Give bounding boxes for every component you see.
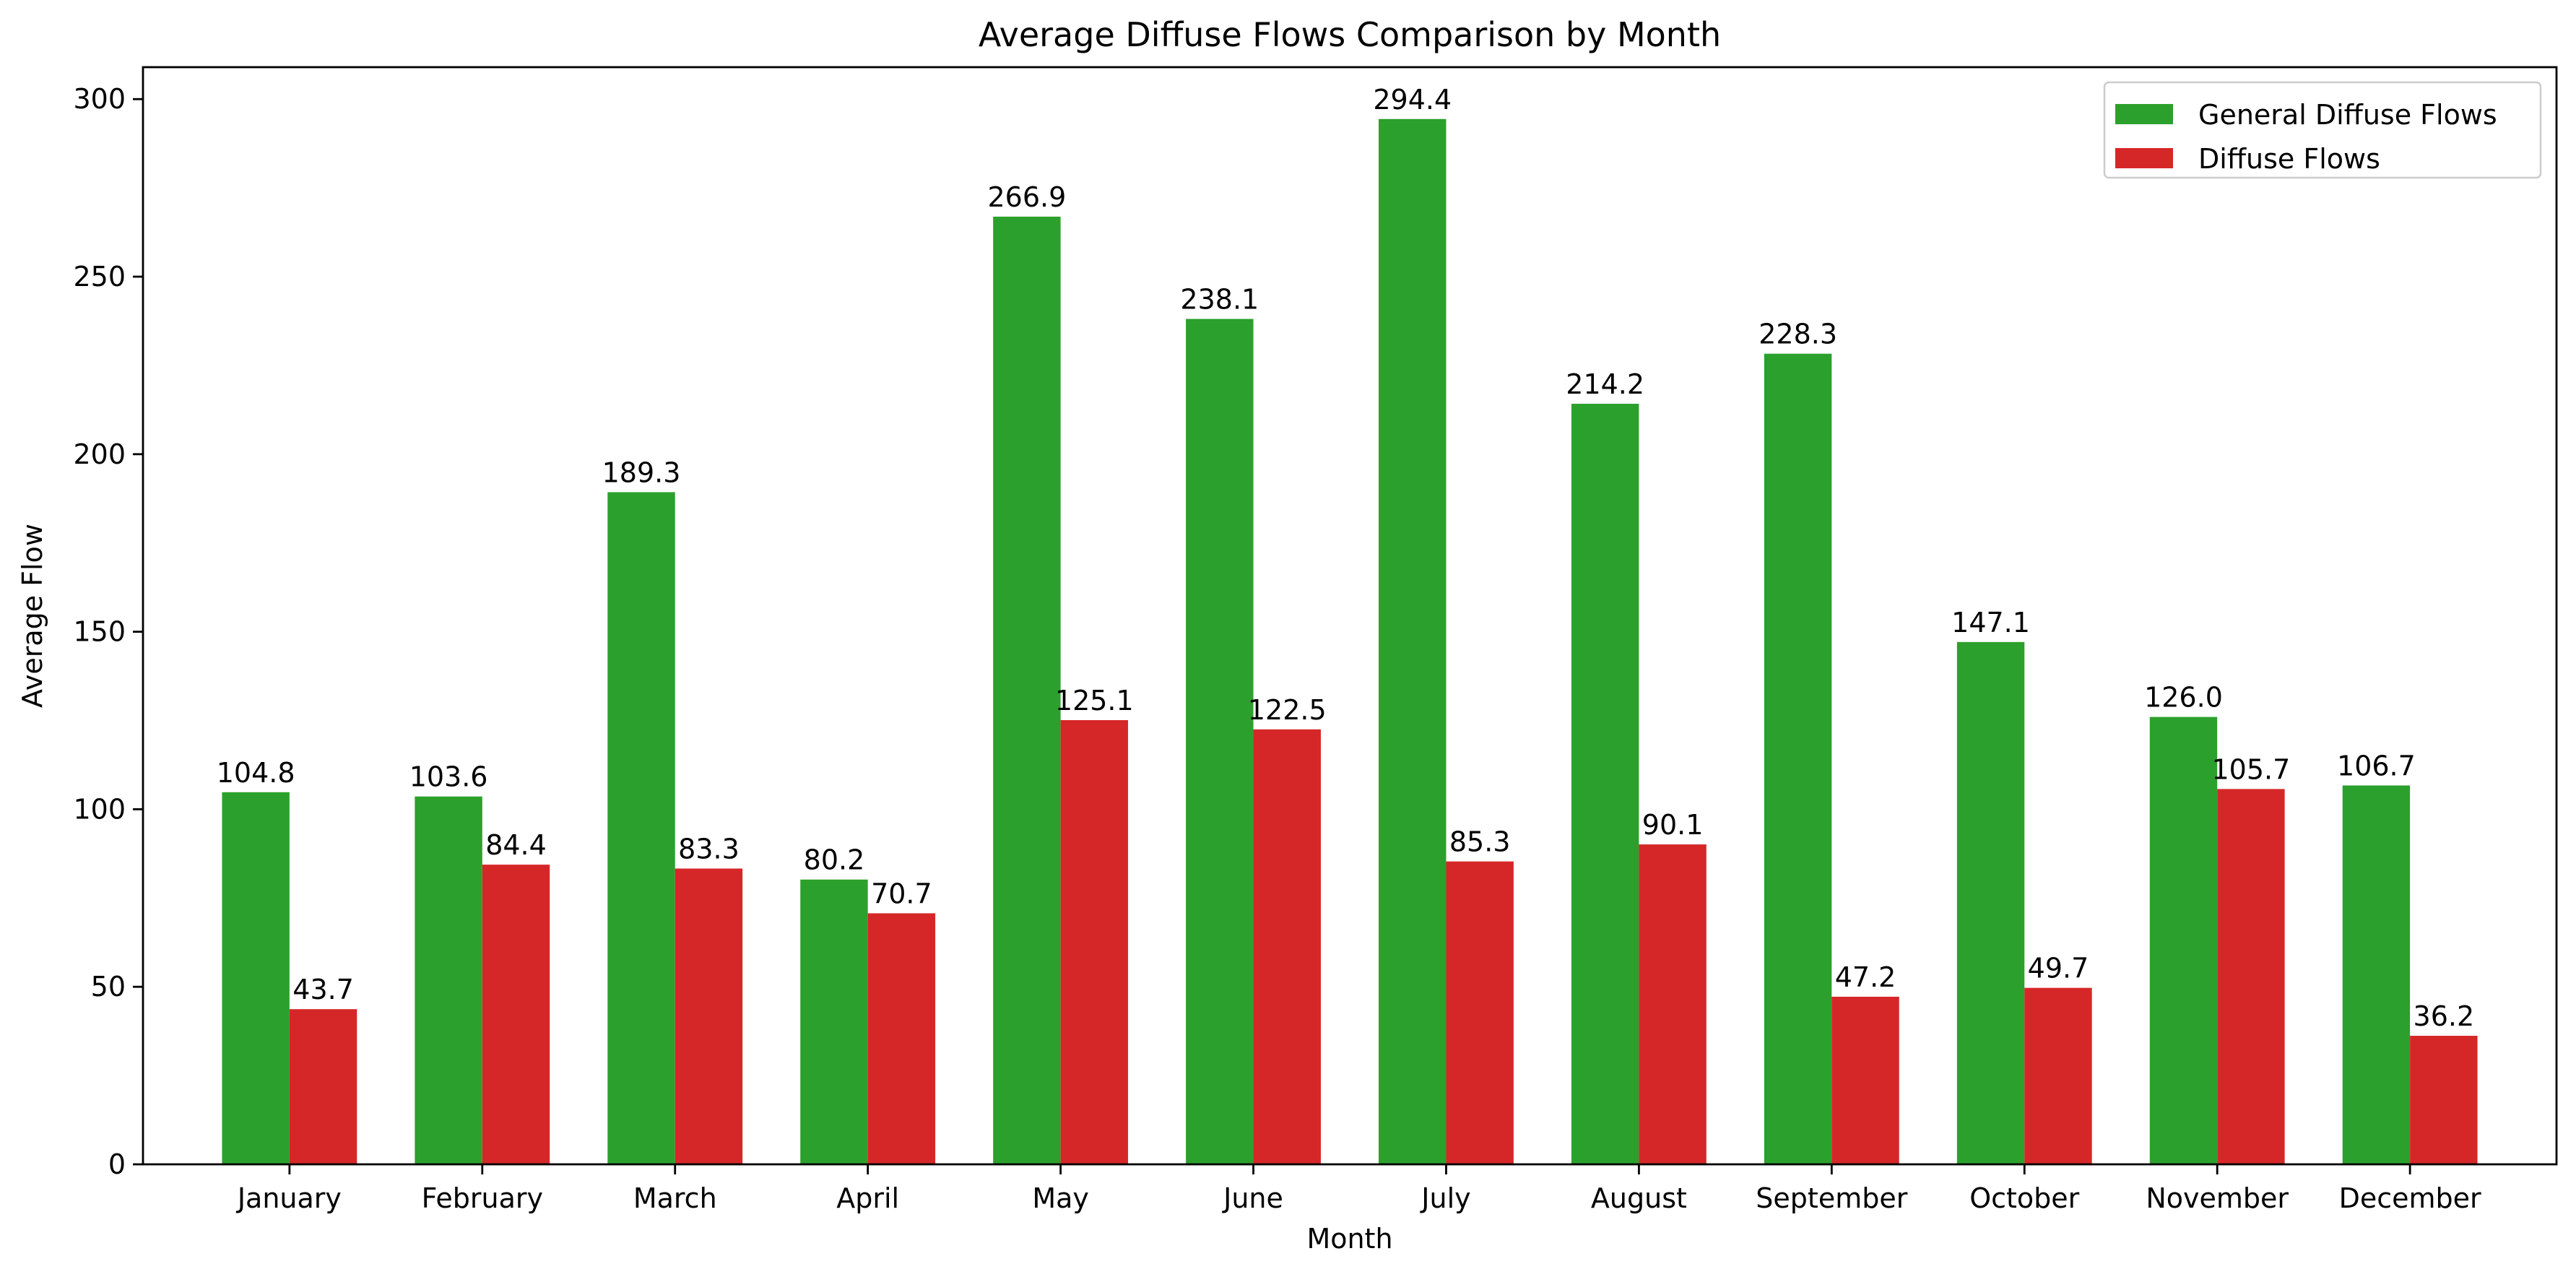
bar-diffuse-flows-january (289, 1009, 357, 1164)
bar-diffuse-flows-march (675, 868, 743, 1164)
x-tick-label: November (2146, 1182, 2289, 1214)
data-label: 147.1 (1951, 607, 2030, 638)
y-tick-label: 0 (108, 1148, 126, 1180)
legend-label: Diffuse Flows (2198, 143, 2380, 175)
x-tick-label: June (1222, 1182, 1283, 1214)
bar-diffuse-flows-june (1253, 729, 1321, 1164)
bar-diffuse-flows-september (1831, 996, 1899, 1164)
data-label: 126.0 (2144, 682, 2223, 714)
bar-general-diffuse-flows-may (993, 216, 1061, 1164)
data-label: 238.1 (1180, 284, 1259, 316)
bar-general-diffuse-flows-september (1764, 353, 1832, 1164)
legend-swatch (2115, 148, 2173, 168)
legend-box (2103, 81, 2542, 179)
y-tick-label: 200 (73, 438, 126, 470)
x-tick-label: September (1756, 1182, 1907, 1214)
x-tick-label: October (1969, 1182, 2079, 1214)
bar-general-diffuse-flows-august (1571, 404, 1639, 1164)
data-label: 189.3 (602, 456, 681, 488)
y-axis: 0 50 100 150 200 250 300 (73, 83, 143, 1180)
data-label: 125.1 (1055, 685, 1134, 717)
x-tick-label: February (422, 1182, 543, 1214)
bar-general-diffuse-flows-june (1186, 319, 1254, 1164)
legend-swatch (2115, 104, 2173, 124)
bar-diffuse-flows-december (2410, 1036, 2478, 1164)
bar-general-diffuse-flows-december (2342, 785, 2411, 1164)
bar-general-diffuse-flows-october (1956, 641, 2025, 1164)
data-label: 104.8 (217, 757, 295, 789)
data-label: 122.5 (1248, 694, 1327, 726)
bar-diffuse-flows-november (2217, 789, 2285, 1164)
data-label: 85.3 (1449, 826, 1511, 858)
data-label: 43.7 (292, 974, 354, 1005)
data-label: 103.6 (409, 761, 488, 793)
x-tick-label: May (1032, 1182, 1089, 1214)
y-axis-label: Average Flow (17, 524, 48, 708)
y-tick-label: 300 (73, 83, 126, 115)
bars-layer (222, 118, 2478, 1165)
data-label: 70.7 (871, 878, 932, 909)
data-label: 90.1 (1642, 809, 1704, 841)
bar-diffuse-flows-april (867, 913, 936, 1164)
x-tick-label: December (2339, 1182, 2481, 1214)
data-label: 214.2 (1566, 368, 1644, 400)
data-label: 106.7 (2337, 750, 2416, 782)
y-tick-label: 150 (73, 616, 126, 648)
bar-general-diffuse-flows-november (2149, 717, 2218, 1164)
data-label: 83.3 (678, 834, 740, 865)
data-label: 47.2 (1835, 961, 1896, 993)
plot-area-frame (142, 66, 2558, 1166)
bar-diffuse-flows-may (1060, 720, 1129, 1164)
bar-diffuse-flows-october (2024, 987, 2092, 1164)
y-tick-label: 50 (91, 971, 126, 1003)
y-tick-label: 100 (73, 793, 126, 825)
bar-general-diffuse-flows-july (1379, 118, 1447, 1165)
data-label: 266.9 (987, 181, 1066, 213)
bar-general-diffuse-flows-february (415, 796, 482, 1164)
x-axis: January February March April May June July Augu… (236, 1164, 2481, 1214)
data-label: 80.2 (804, 844, 865, 876)
bar-general-diffuse-flows-april (800, 879, 868, 1164)
data-label: 294.4 (1373, 84, 1452, 116)
bar-diffuse-flows-february (482, 865, 550, 1164)
x-tick-label: August (1591, 1182, 1687, 1214)
x-axis-label: Month (1306, 1223, 1392, 1255)
data-labels-layer: 104.8 103.6 189.3 80.2 266.9 238.1 294.4 214.2 2… (217, 84, 2474, 1032)
x-tick-label: July (1420, 1182, 1470, 1214)
bar-general-diffuse-flows-march (607, 492, 675, 1164)
x-tick-label: April (836, 1182, 899, 1214)
y-tick-label: 250 (73, 261, 126, 293)
data-label: 36.2 (2414, 1000, 2475, 1032)
data-label: 105.7 (2212, 753, 2291, 785)
data-label: 49.7 (2028, 953, 2089, 984)
legend-label: General Diffuse Flows (2198, 99, 2497, 131)
bar-general-diffuse-flows-january (222, 792, 290, 1164)
chart-title: Average Diffuse Flows Comparison by Mont… (979, 15, 1721, 54)
data-label: 228.3 (1758, 319, 1837, 350)
data-label: 84.4 (485, 829, 547, 861)
bar-diffuse-flows-july (1446, 861, 1514, 1164)
x-tick-label: March (633, 1182, 717, 1214)
x-tick-label: January (236, 1182, 342, 1214)
bar-diffuse-flows-august (1639, 844, 1707, 1164)
legend: General Diffuse Flows Diffuse Flows (2103, 81, 2542, 179)
